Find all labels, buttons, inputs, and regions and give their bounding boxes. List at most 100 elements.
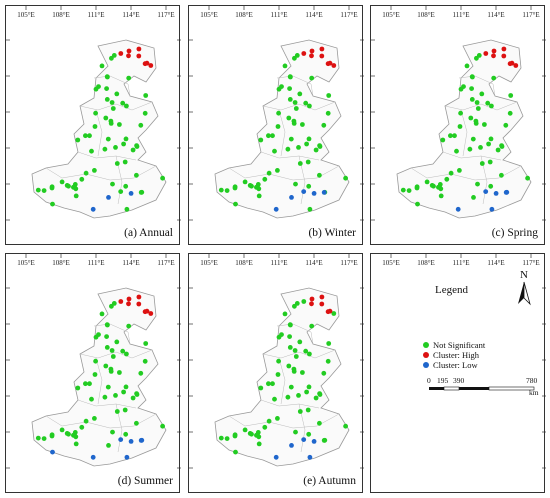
station-point	[50, 449, 55, 455]
station-point	[224, 188, 230, 194]
station-point	[275, 124, 281, 129]
lon-tick-label: 111°E	[87, 259, 104, 267]
station-point	[118, 299, 124, 304]
station-point	[122, 407, 128, 413]
region-boundary	[214, 39, 350, 219]
station-point	[75, 385, 81, 391]
lon-tick-label: 105°E	[200, 11, 218, 19]
station-point	[71, 432, 76, 438]
station-point	[79, 424, 85, 430]
station-point	[266, 381, 271, 387]
station-point	[136, 46, 142, 52]
scale-bar	[429, 386, 535, 391]
lon-tick-label: 114°E	[122, 259, 139, 267]
station-point	[293, 181, 298, 187]
station-point	[106, 443, 111, 448]
station-point	[142, 358, 148, 364]
station-point	[104, 74, 110, 80]
station-point	[476, 53, 482, 58]
lon-tick-label: 114°E	[487, 259, 504, 267]
station-point	[123, 183, 129, 189]
lon-tick-label: 114°E	[487, 11, 504, 19]
panel-caption: (c) Spring	[491, 227, 538, 239]
station-point	[306, 431, 312, 437]
station-point	[507, 110, 513, 116]
station-point	[138, 122, 144, 128]
legend-title: Legend	[435, 284, 468, 296]
station-point	[305, 407, 311, 413]
station-point	[148, 63, 154, 68]
station-point	[66, 431, 71, 437]
station-point	[282, 311, 288, 317]
station-point	[306, 136, 312, 142]
station-point	[134, 420, 139, 426]
lon-tick-label: 117°E	[340, 11, 357, 19]
panel-caption: (d) Summer	[117, 475, 173, 487]
station-point	[120, 348, 126, 354]
station-point	[478, 145, 483, 150]
north-arrow-icon	[518, 282, 524, 304]
station-point	[467, 146, 473, 152]
lon-tick-label: 114°E	[305, 11, 322, 19]
station-point	[306, 183, 312, 189]
lon-tick-label: 111°E	[270, 11, 287, 19]
station-point	[469, 74, 475, 80]
internal-boundary	[276, 75, 314, 97]
station-point	[256, 193, 262, 199]
station-point	[87, 381, 92, 387]
station-point	[126, 296, 132, 302]
station-point	[128, 191, 134, 196]
lon-tick-label: 105°E	[200, 259, 218, 267]
station-point	[297, 409, 303, 414]
station-point	[103, 363, 109, 369]
internal-boundary	[77, 399, 137, 409]
station-point	[479, 161, 485, 166]
internal-boundary	[442, 151, 502, 161]
station-point	[92, 416, 97, 421]
station-point	[326, 93, 332, 98]
station-point	[126, 323, 132, 329]
station-point	[321, 122, 327, 128]
station-point	[300, 370, 305, 375]
station-point	[489, 206, 495, 212]
scale-label-195: 195	[437, 376, 449, 385]
station-point	[487, 159, 493, 165]
station-point	[83, 381, 88, 387]
station-point	[124, 103, 129, 109]
station-point	[275, 168, 280, 173]
station-point	[59, 179, 65, 185]
station-point	[272, 396, 277, 402]
station-point	[142, 309, 148, 315]
station-point	[303, 348, 309, 354]
station-point	[325, 61, 331, 67]
station-point	[249, 183, 254, 189]
station-point	[317, 143, 322, 149]
station-point	[124, 206, 130, 212]
station-point	[113, 145, 118, 150]
station-point	[475, 181, 480, 187]
station-point	[489, 103, 494, 109]
station-point	[111, 53, 117, 58]
station-point	[104, 86, 109, 91]
station-point	[448, 170, 454, 176]
station-point	[254, 184, 259, 190]
station-point	[297, 91, 303, 97]
station-point	[499, 143, 504, 149]
station-point	[41, 436, 47, 441]
station-point	[124, 454, 130, 460]
station-point	[454, 148, 459, 154]
lon-tick-label: 111°E	[87, 11, 104, 19]
station-point	[479, 91, 485, 97]
scale-label-390: 390	[453, 376, 465, 385]
station-point	[262, 424, 268, 430]
legend-item-cluster-low: Cluster: Low	[423, 360, 478, 370]
station-point	[79, 176, 85, 182]
station-point	[104, 334, 109, 339]
station-point	[218, 435, 224, 441]
station-point	[317, 420, 322, 426]
station-point	[292, 303, 297, 309]
station-point	[276, 86, 282, 92]
station-point	[121, 389, 126, 395]
station-point	[90, 454, 96, 460]
lon-tick-label: 108°E	[417, 259, 435, 267]
